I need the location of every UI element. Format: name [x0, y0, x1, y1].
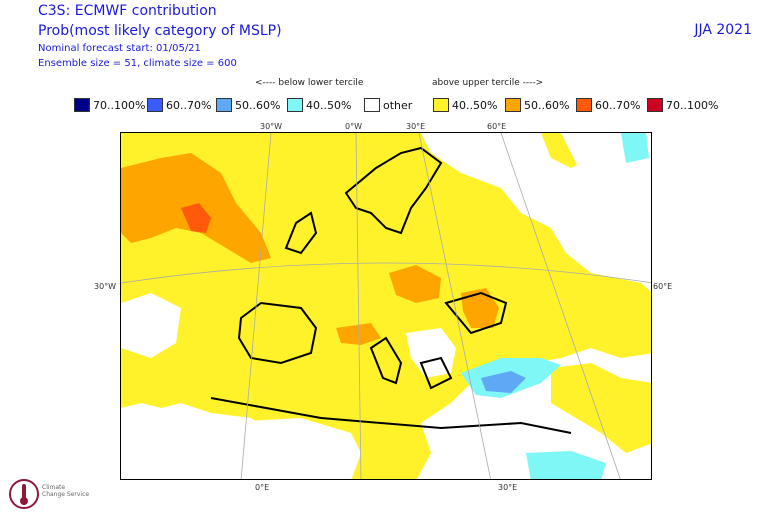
coast-italy: [369, 336, 403, 385]
map-title: C3S: ECMWF contribution: [38, 3, 217, 19]
white-region-northeast: [561, 133, 651, 263]
white-region-balkans: [406, 328, 456, 378]
legend-label: 70..100%: [666, 99, 719, 112]
legend-swatch: [647, 98, 663, 112]
c3s-logo: [4, 474, 104, 516]
coast-black-sea: [444, 291, 508, 335]
yellow-region-africa: [361, 413, 431, 479]
legend-label: 40..50%: [452, 99, 498, 112]
lon-label-top-2: 0°W: [345, 122, 362, 131]
blue-region-turkey: [481, 371, 526, 393]
legend-swatch: [364, 98, 380, 112]
lon-label-top-3: 30°E: [406, 122, 426, 131]
lat-label-right: 60°E: [653, 282, 673, 291]
graticule: [121, 133, 651, 479]
red-orange-core: [181, 203, 211, 233]
cyan-region-arctic: [621, 133, 649, 163]
logo-text-line2: Change Service: [42, 491, 90, 498]
lon-label-top-1: 30°W: [260, 122, 283, 131]
legend-label: 40..50%: [306, 99, 352, 112]
coast-iberia: [237, 301, 318, 365]
graticule-lon-1: [240, 133, 272, 479]
graticule-lat-1: [121, 262, 651, 284]
ensemble-size: Ensemble size = 51, climate size = 600: [38, 58, 237, 69]
legend-swatch: [576, 98, 592, 112]
below-tercile-label: <---- below lower tercile: [255, 78, 364, 88]
cyan-region-egypt: [526, 451, 606, 479]
coast-greece: [419, 356, 453, 390]
yellow-region-main: [121, 133, 651, 479]
legend-label: 60..70%: [166, 99, 212, 112]
lon-label-bottom-2: 30°E: [498, 483, 518, 492]
legend-label: 60..70%: [595, 99, 641, 112]
probability-map: [120, 132, 652, 480]
map-subtitle: Prob(most likely category of MSLP): [38, 23, 282, 39]
map-canvas: [121, 133, 651, 479]
graticule-lon-4: [500, 133, 621, 479]
legend-swatch: [287, 98, 303, 112]
coast-british-isles: [284, 211, 318, 255]
forecast-start: Nominal forecast start: 01/05/21: [38, 43, 201, 54]
yellow-region-southeast: [551, 363, 651, 453]
legend-label: 50..60%: [524, 99, 570, 112]
logo-text-line1: Climate: [42, 484, 66, 491]
lon-label-top-4: 60°E: [487, 122, 507, 131]
coast-scandinavia: [344, 146, 443, 235]
graticule-lon-2: [355, 133, 362, 479]
legend-swatch: [216, 98, 232, 112]
graticule-lon-3: [418, 133, 491, 479]
logo-text: Climate Change Service: [42, 484, 89, 498]
legend-label: 70..100%: [93, 99, 146, 112]
lon-label-bottom-1: 0°E: [255, 483, 270, 492]
climate-logo-icon: [9, 479, 39, 509]
orange-region-ukraine: [461, 288, 499, 328]
season-label: JJA 2021: [694, 22, 752, 38]
legend-swatch: [147, 98, 163, 112]
legend-label: 50..60%: [235, 99, 281, 112]
white-region-west: [121, 293, 181, 358]
orange-region-central-europe: [389, 265, 441, 303]
above-tercile-label: above upper tercile ---->: [432, 78, 544, 88]
lat-label-left: 30°W: [94, 282, 117, 291]
coastlines: [210, 146, 572, 434]
white-region-africa: [201, 418, 361, 479]
legend-swatch: [433, 98, 449, 112]
coast-north-africa: [210, 397, 572, 434]
legend-swatch: [505, 98, 521, 112]
legend-label: other: [383, 99, 413, 112]
legend-swatch: [74, 98, 90, 112]
